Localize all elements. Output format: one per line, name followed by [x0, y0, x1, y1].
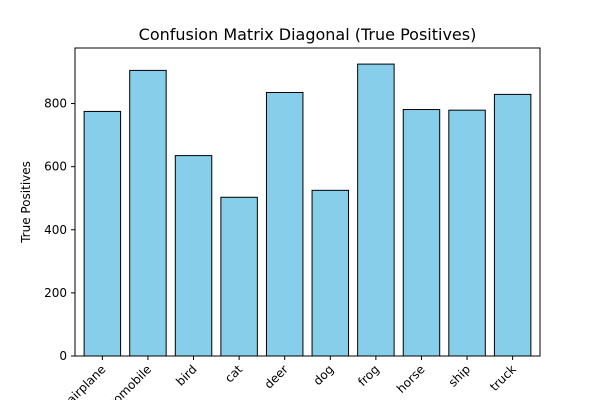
x-tick-label: frog [355, 362, 382, 389]
bar-dog [311, 189, 350, 357]
x-tick-label: airplane [64, 362, 108, 400]
bar-truck [493, 93, 532, 357]
bars-layer [83, 63, 532, 357]
bar-frog [357, 63, 395, 357]
y-tick-label: 0 [59, 349, 67, 363]
x-tick-label: deer [262, 362, 291, 391]
y-axis: 0 200 400 600 800 [44, 97, 75, 363]
x-tick-label: horse [394, 362, 428, 396]
plot-area-frame [74, 47, 541, 357]
y-tick-label: 400 [44, 223, 67, 237]
bar-deer [265, 91, 304, 357]
bar-horse [402, 109, 441, 357]
x-tick-label: dog [311, 362, 337, 388]
x-tick-label: ship [446, 362, 473, 389]
bar-automobile [129, 69, 167, 357]
x-tick-label: cat [222, 362, 245, 385]
chart-title: Confusion Matrix Diagonal (True Positive… [139, 25, 477, 44]
bar-cat [220, 196, 258, 357]
y-tick-label: 800 [44, 97, 67, 111]
bar-bird [174, 155, 213, 357]
y-tick-label: 600 [44, 160, 67, 174]
x-tick-label: bird [173, 362, 199, 388]
bar-ship [448, 109, 486, 357]
bar-airplane [83, 110, 122, 357]
y-axis-label: True Positives [19, 161, 33, 244]
x-tick-label: automobile [96, 362, 154, 400]
y-tick-label: 200 [44, 286, 67, 300]
x-tick-label: truck [487, 362, 519, 394]
